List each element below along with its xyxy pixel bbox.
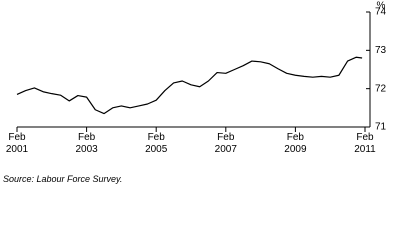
source-note: Source: Labour Force Survey.: [3, 174, 123, 184]
x-tick-label: Feb 2005: [145, 132, 168, 155]
plot: % 71 72 73 74: [16, 1, 387, 133]
x-tick-label: Feb 2009: [284, 132, 307, 155]
y-tick-label: 72: [375, 83, 387, 94]
y-tick-label: 74: [375, 7, 387, 18]
x-tick-label: Feb 2007: [214, 132, 237, 155]
y-axis-label: %: [377, 1, 386, 12]
x-tick-label: Feb 2001: [5, 132, 29, 155]
chart: % 71 72 73 74 Source: Labour Force Survey. …: [3, 1, 387, 184]
y-tick-label: 73: [375, 45, 387, 56]
y-tick-label: 71: [375, 122, 387, 133]
data-line: [16, 56, 363, 115]
x-tick-label: Feb 2011: [354, 132, 376, 155]
x-tick-label: Feb 2003: [75, 132, 98, 155]
